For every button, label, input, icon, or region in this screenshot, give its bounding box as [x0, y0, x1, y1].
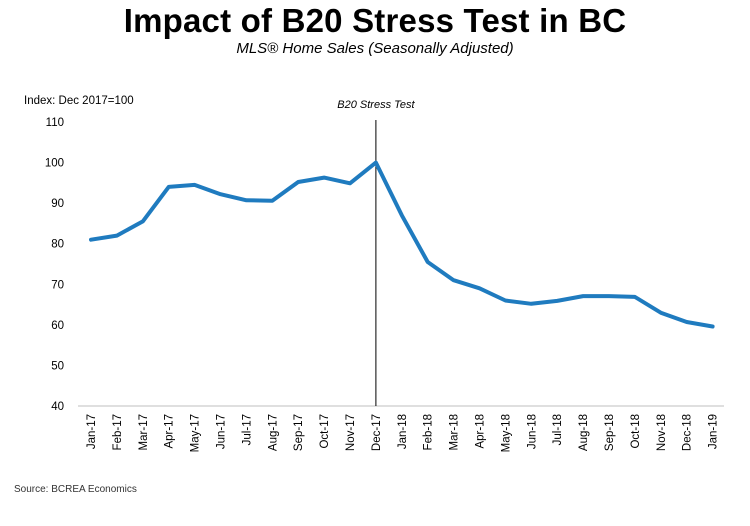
- x-tick-label: Jul-17: [241, 414, 253, 445]
- x-tick-label: Oct-17: [319, 414, 331, 449]
- x-tick-label: Nov-17: [345, 414, 357, 451]
- x-tick-label: May-18: [500, 414, 512, 452]
- x-tick-label: Dec-18: [682, 414, 694, 451]
- y-tick-label: 90: [51, 198, 64, 210]
- x-tick-label: Jan-18: [397, 414, 409, 449]
- x-tick-label: Feb-18: [423, 414, 435, 450]
- b20-marker-label: B20 Stress Test: [337, 99, 415, 111]
- x-tick-label: Sep-18: [604, 414, 616, 451]
- x-tick-label: Dec-17: [371, 414, 383, 451]
- y-tick-label: 70: [51, 279, 64, 291]
- x-tick-label: Mar-18: [449, 414, 461, 450]
- chart-title: Impact of B20 Stress Test in BC: [123, 2, 627, 39]
- x-tick-label: Apr-18: [475, 414, 487, 449]
- x-tick-label: Apr-17: [164, 414, 176, 449]
- x-tick-label: Feb-17: [112, 414, 124, 450]
- x-tick-label: Jul-18: [552, 414, 564, 445]
- source-note: Source: BCREA Economics: [14, 484, 137, 495]
- chart-subtitle: MLS® Home Sales (Seasonally Adjusted): [236, 40, 514, 57]
- y-tick-label: 80: [51, 239, 64, 251]
- y-tick-label: 110: [46, 117, 64, 129]
- x-tick-label: Jan-19: [708, 414, 720, 449]
- x-tick-label: Oct-18: [630, 414, 642, 449]
- y-tick-label: 50: [51, 360, 64, 372]
- x-tick-label: Nov-18: [656, 414, 668, 451]
- x-tick-label: Aug-17: [267, 414, 279, 451]
- home-sales-index-line: [89, 160, 715, 329]
- x-tick-label: Sep-17: [293, 414, 305, 451]
- x-tick-label: Aug-18: [578, 414, 590, 451]
- x-tick-label: Jun-17: [216, 414, 228, 449]
- y-tick-label: 100: [45, 158, 64, 170]
- y-tick-label: 60: [51, 320, 64, 332]
- y-axis-label: Index: Dec 2017=100: [24, 95, 134, 107]
- y-tick-label: 40: [51, 401, 64, 413]
- x-tick-label: Mar-17: [138, 414, 150, 450]
- x-tick-label: Jan-17: [86, 414, 98, 449]
- x-tick-label: Jun-18: [526, 414, 538, 449]
- x-tick-label: May-17: [190, 414, 202, 452]
